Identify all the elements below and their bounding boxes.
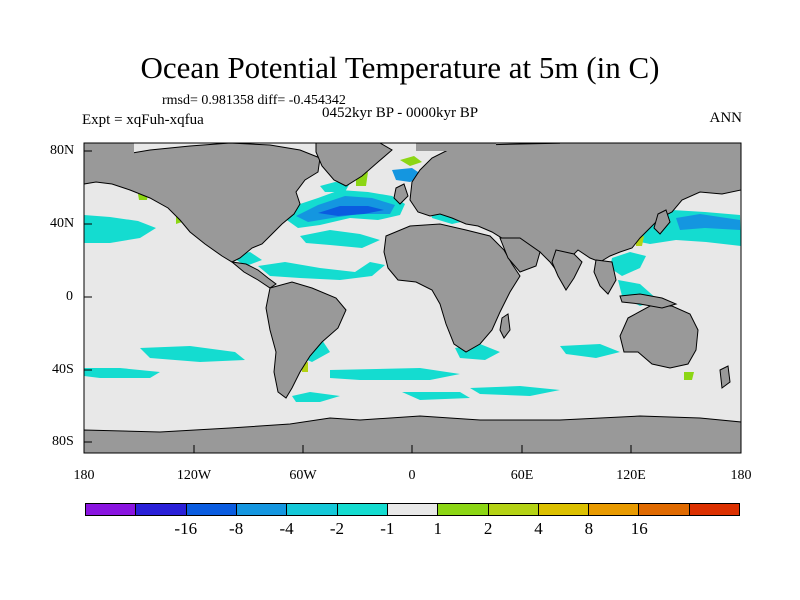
x-tick-180w: 180 bbox=[73, 468, 95, 483]
anomaly-patch bbox=[84, 215, 156, 243]
colorbar-segment bbox=[236, 504, 288, 515]
anomaly-patch bbox=[84, 368, 160, 378]
axis-ticks bbox=[84, 150, 632, 453]
colorbar-segment bbox=[86, 504, 137, 515]
north-america bbox=[83, 142, 321, 263]
south-america bbox=[265, 281, 347, 399]
colorbar-segment bbox=[438, 504, 489, 515]
anomaly-patch bbox=[330, 368, 460, 380]
colorbar-segment bbox=[538, 504, 590, 515]
anomaly-patches bbox=[84, 156, 741, 402]
y-tick-40n: 40N bbox=[50, 216, 75, 231]
colorbar-segment bbox=[639, 504, 690, 515]
colorbar-label: -2 bbox=[329, 519, 345, 538]
anomaly-patch bbox=[140, 346, 245, 362]
anomaly-patch bbox=[560, 344, 620, 358]
anomaly-patch bbox=[300, 230, 380, 248]
colorbar-label: 1 bbox=[433, 519, 442, 538]
x-tick-60e: 60E bbox=[510, 468, 534, 483]
y-tick-40s: 40S bbox=[52, 362, 74, 377]
season-label: ANN bbox=[709, 110, 743, 126]
anomaly-patch bbox=[470, 386, 560, 396]
india bbox=[551, 249, 583, 291]
colorbar-label: -4 bbox=[279, 519, 294, 538]
colorbar-segment bbox=[589, 504, 640, 515]
anomaly-patch bbox=[684, 372, 694, 380]
greenland bbox=[315, 142, 393, 187]
colorbar-segment bbox=[287, 504, 338, 515]
plot-title: Ocean Potential Temperature at 5m (in C) bbox=[140, 50, 660, 85]
x-tick-180e: 180 bbox=[730, 468, 752, 483]
land-cell bbox=[560, 143, 741, 157]
anomaly-patch bbox=[610, 252, 646, 276]
x-tick-60w: 60W bbox=[289, 468, 317, 483]
anomaly-patch bbox=[402, 392, 470, 400]
land-cell bbox=[416, 143, 496, 151]
experiment-label: Expt = xqFuh-xqfua bbox=[82, 112, 204, 128]
colorbar-segment bbox=[337, 504, 388, 515]
arabia bbox=[499, 237, 541, 273]
land-cell bbox=[84, 143, 134, 161]
stats-label: rmsd= 0.981358 diff= -0.454342 bbox=[162, 93, 346, 108]
new-zealand bbox=[719, 365, 731, 389]
colorbar-label: 4 bbox=[534, 519, 543, 538]
central-america bbox=[230, 261, 277, 289]
africa bbox=[383, 223, 521, 353]
colorbar-segment bbox=[136, 504, 187, 515]
australia bbox=[619, 305, 699, 369]
anomaly-patch bbox=[258, 262, 385, 280]
anomaly-patch bbox=[318, 206, 384, 216]
colorbar-segment bbox=[488, 504, 539, 515]
colorbar-segment bbox=[689, 504, 740, 515]
colorbar-label: -8 bbox=[229, 519, 244, 538]
colorbar-label: 16 bbox=[630, 519, 648, 538]
colorbar-label: 2 bbox=[483, 519, 493, 538]
anomaly-patch bbox=[676, 214, 740, 230]
anomaly-patch bbox=[292, 392, 340, 402]
madagascar bbox=[499, 313, 511, 339]
y-tick-80s: 80S bbox=[52, 434, 74, 449]
colorbar-label: 8 bbox=[584, 519, 594, 538]
colorbar-label: -1 bbox=[380, 519, 395, 538]
japan bbox=[653, 209, 671, 235]
y-tick-0: 0 bbox=[66, 289, 73, 304]
x-tick-0: 0 bbox=[408, 468, 416, 483]
british-isles bbox=[393, 183, 409, 205]
period-label: 0452kyr BP - 0000kyr BP bbox=[322, 105, 479, 121]
x-tick-120e: 120E bbox=[616, 468, 646, 483]
colorbar-segment bbox=[387, 504, 439, 515]
land-masses bbox=[83, 142, 742, 454]
arctic-land-cells bbox=[84, 143, 741, 161]
colorbar-label: -16 bbox=[174, 519, 198, 538]
indonesia bbox=[619, 293, 678, 309]
colorbar-segment bbox=[186, 504, 237, 515]
y-tick-80n: 80N bbox=[50, 143, 75, 158]
anomaly-patch bbox=[400, 156, 422, 166]
colorbar bbox=[85, 503, 740, 516]
x-tick-120w: 120W bbox=[176, 468, 212, 483]
southeast-asia bbox=[593, 259, 617, 295]
